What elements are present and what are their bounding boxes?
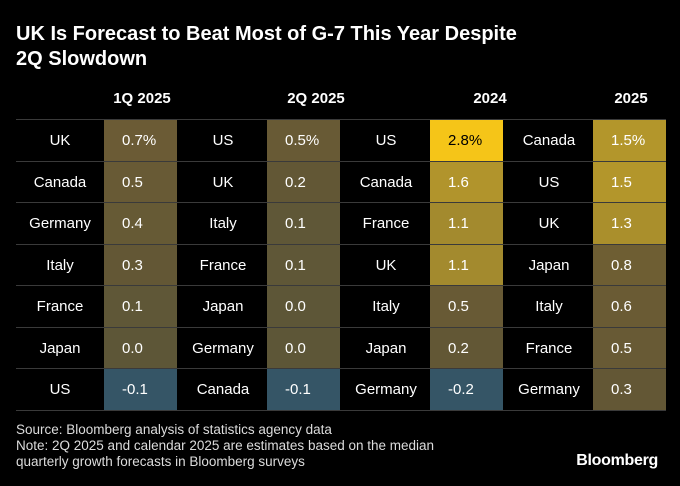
value-cell: 0.1 bbox=[104, 286, 177, 327]
country-cell: Japan bbox=[202, 298, 244, 315]
value-cell: 0.3 bbox=[104, 244, 177, 286]
country-cell: Italy bbox=[372, 298, 400, 315]
value-cell: 1.6 bbox=[430, 161, 503, 203]
value-cell: 1.1 bbox=[430, 203, 503, 244]
table-row: France 0.1 Japan 0.0 Italy 0.5 Italy 0.6 bbox=[16, 285, 666, 327]
table-row: Germany 0.4 Italy 0.1 France 1.1 UK 1.3 bbox=[16, 202, 666, 244]
value-cell: 0.6 bbox=[593, 286, 666, 327]
country-cell: Germany bbox=[518, 381, 580, 398]
value-cell: 1.5 bbox=[593, 161, 666, 203]
table-row: Italy 0.3 France 0.1 UK 1.1 Japan 0.8 bbox=[16, 243, 666, 286]
country-cell: UK bbox=[375, 256, 397, 274]
country-cell: Germany bbox=[29, 215, 91, 232]
value-cell: 0.1 bbox=[267, 203, 340, 244]
table-row: Japan 0.0 Germany 0.0 Japan 0.2 France 0.5 bbox=[16, 326, 666, 369]
value-cell: 0.5 bbox=[593, 327, 666, 369]
chart-title-line-2: 2Q Slowdown bbox=[16, 48, 148, 70]
growth-table: UK 0.7% US 0.5% US 2.8% Canada 1.5% Canada 0.5 UK 0… bbox=[16, 119, 666, 411]
value-cell: 0.5 bbox=[104, 161, 177, 203]
chart-title-line-1: UK Is Forecast to Beat Most of G-7 This … bbox=[16, 23, 517, 45]
methodology-note-line-2: quarterly growth forecasts in Bloomberg … bbox=[16, 454, 305, 469]
value-cell: 1.5% bbox=[593, 120, 666, 161]
table-row: Canada 0.5 UK 0.2 Canada 1.6 US 1.5 bbox=[16, 160, 666, 203]
source-note: Source: Bloomberg analysis of statistics… bbox=[16, 422, 332, 437]
value-cell: 2.8% bbox=[430, 120, 503, 161]
value-cell: 1.1 bbox=[430, 244, 503, 286]
country-cell: US bbox=[375, 132, 397, 149]
column-header: 1Q 2025 bbox=[113, 90, 171, 107]
country-cell: UK bbox=[538, 215, 560, 232]
table-row: US -0.1 Canada -0.1 Germany -0.2 Germany 0.3 bbox=[16, 368, 666, 411]
column-header: 2Q 2025 bbox=[287, 90, 345, 107]
chart-title: UK Is Forecast to Beat Most of G-7 This … bbox=[16, 22, 656, 72]
value-cell: 0.2 bbox=[430, 327, 503, 369]
value-cell: 0.2 bbox=[267, 161, 340, 203]
value-cell: 0.7% bbox=[104, 120, 177, 161]
value-cell: 0.3 bbox=[593, 369, 666, 410]
column-header: 2024 bbox=[473, 90, 507, 107]
country-cell: France bbox=[36, 298, 84, 315]
country-cell: Japan bbox=[39, 339, 81, 357]
country-cell: US bbox=[538, 173, 560, 191]
value-cell: 0.5% bbox=[267, 120, 340, 161]
column-header: 2025 bbox=[614, 90, 648, 107]
country-cell: Italy bbox=[535, 298, 563, 315]
value-cell: -0.1 bbox=[104, 369, 177, 410]
table-row: UK 0.7% US 0.5% US 2.8% Canada 1.5% bbox=[16, 119, 666, 161]
footer: Source: Bloomberg analysis of statistics… bbox=[16, 422, 434, 470]
country-cell: Italy bbox=[46, 256, 74, 274]
country-cell: Italy bbox=[209, 215, 237, 232]
value-cell: 0.4 bbox=[104, 203, 177, 244]
country-cell: Canada bbox=[359, 173, 413, 191]
value-cell: 0.5 bbox=[430, 286, 503, 327]
country-cell: Canada bbox=[33, 173, 87, 191]
methodology-note-line-1: Note: 2Q 2025 and calendar 2025 are esti… bbox=[16, 438, 435, 453]
country-cell: UK bbox=[212, 173, 234, 191]
bloomberg-logo: Bloomberg bbox=[576, 452, 658, 469]
country-cell: US bbox=[49, 381, 71, 398]
value-cell: 0.0 bbox=[267, 286, 340, 327]
country-cell: France bbox=[525, 339, 573, 357]
country-cell: UK bbox=[49, 132, 71, 149]
country-cell: France bbox=[362, 215, 410, 232]
country-cell: US bbox=[212, 132, 234, 149]
value-cell: 0.0 bbox=[104, 327, 177, 369]
value-cell: 0.1 bbox=[267, 244, 340, 286]
value-cell: 0.8 bbox=[593, 244, 666, 286]
value-cell: -0.1 bbox=[267, 369, 340, 410]
country-cell: Japan bbox=[528, 256, 570, 274]
country-cell: Germany bbox=[355, 381, 417, 398]
country-cell: Canada bbox=[522, 132, 576, 149]
country-cell: France bbox=[199, 256, 247, 274]
country-cell: Germany bbox=[192, 339, 254, 357]
country-cell: Japan bbox=[365, 339, 407, 357]
value-cell: 0.0 bbox=[267, 327, 340, 369]
value-cell: 1.3 bbox=[593, 203, 666, 244]
value-cell: -0.2 bbox=[430, 369, 503, 410]
country-cell: Canada bbox=[196, 381, 250, 398]
